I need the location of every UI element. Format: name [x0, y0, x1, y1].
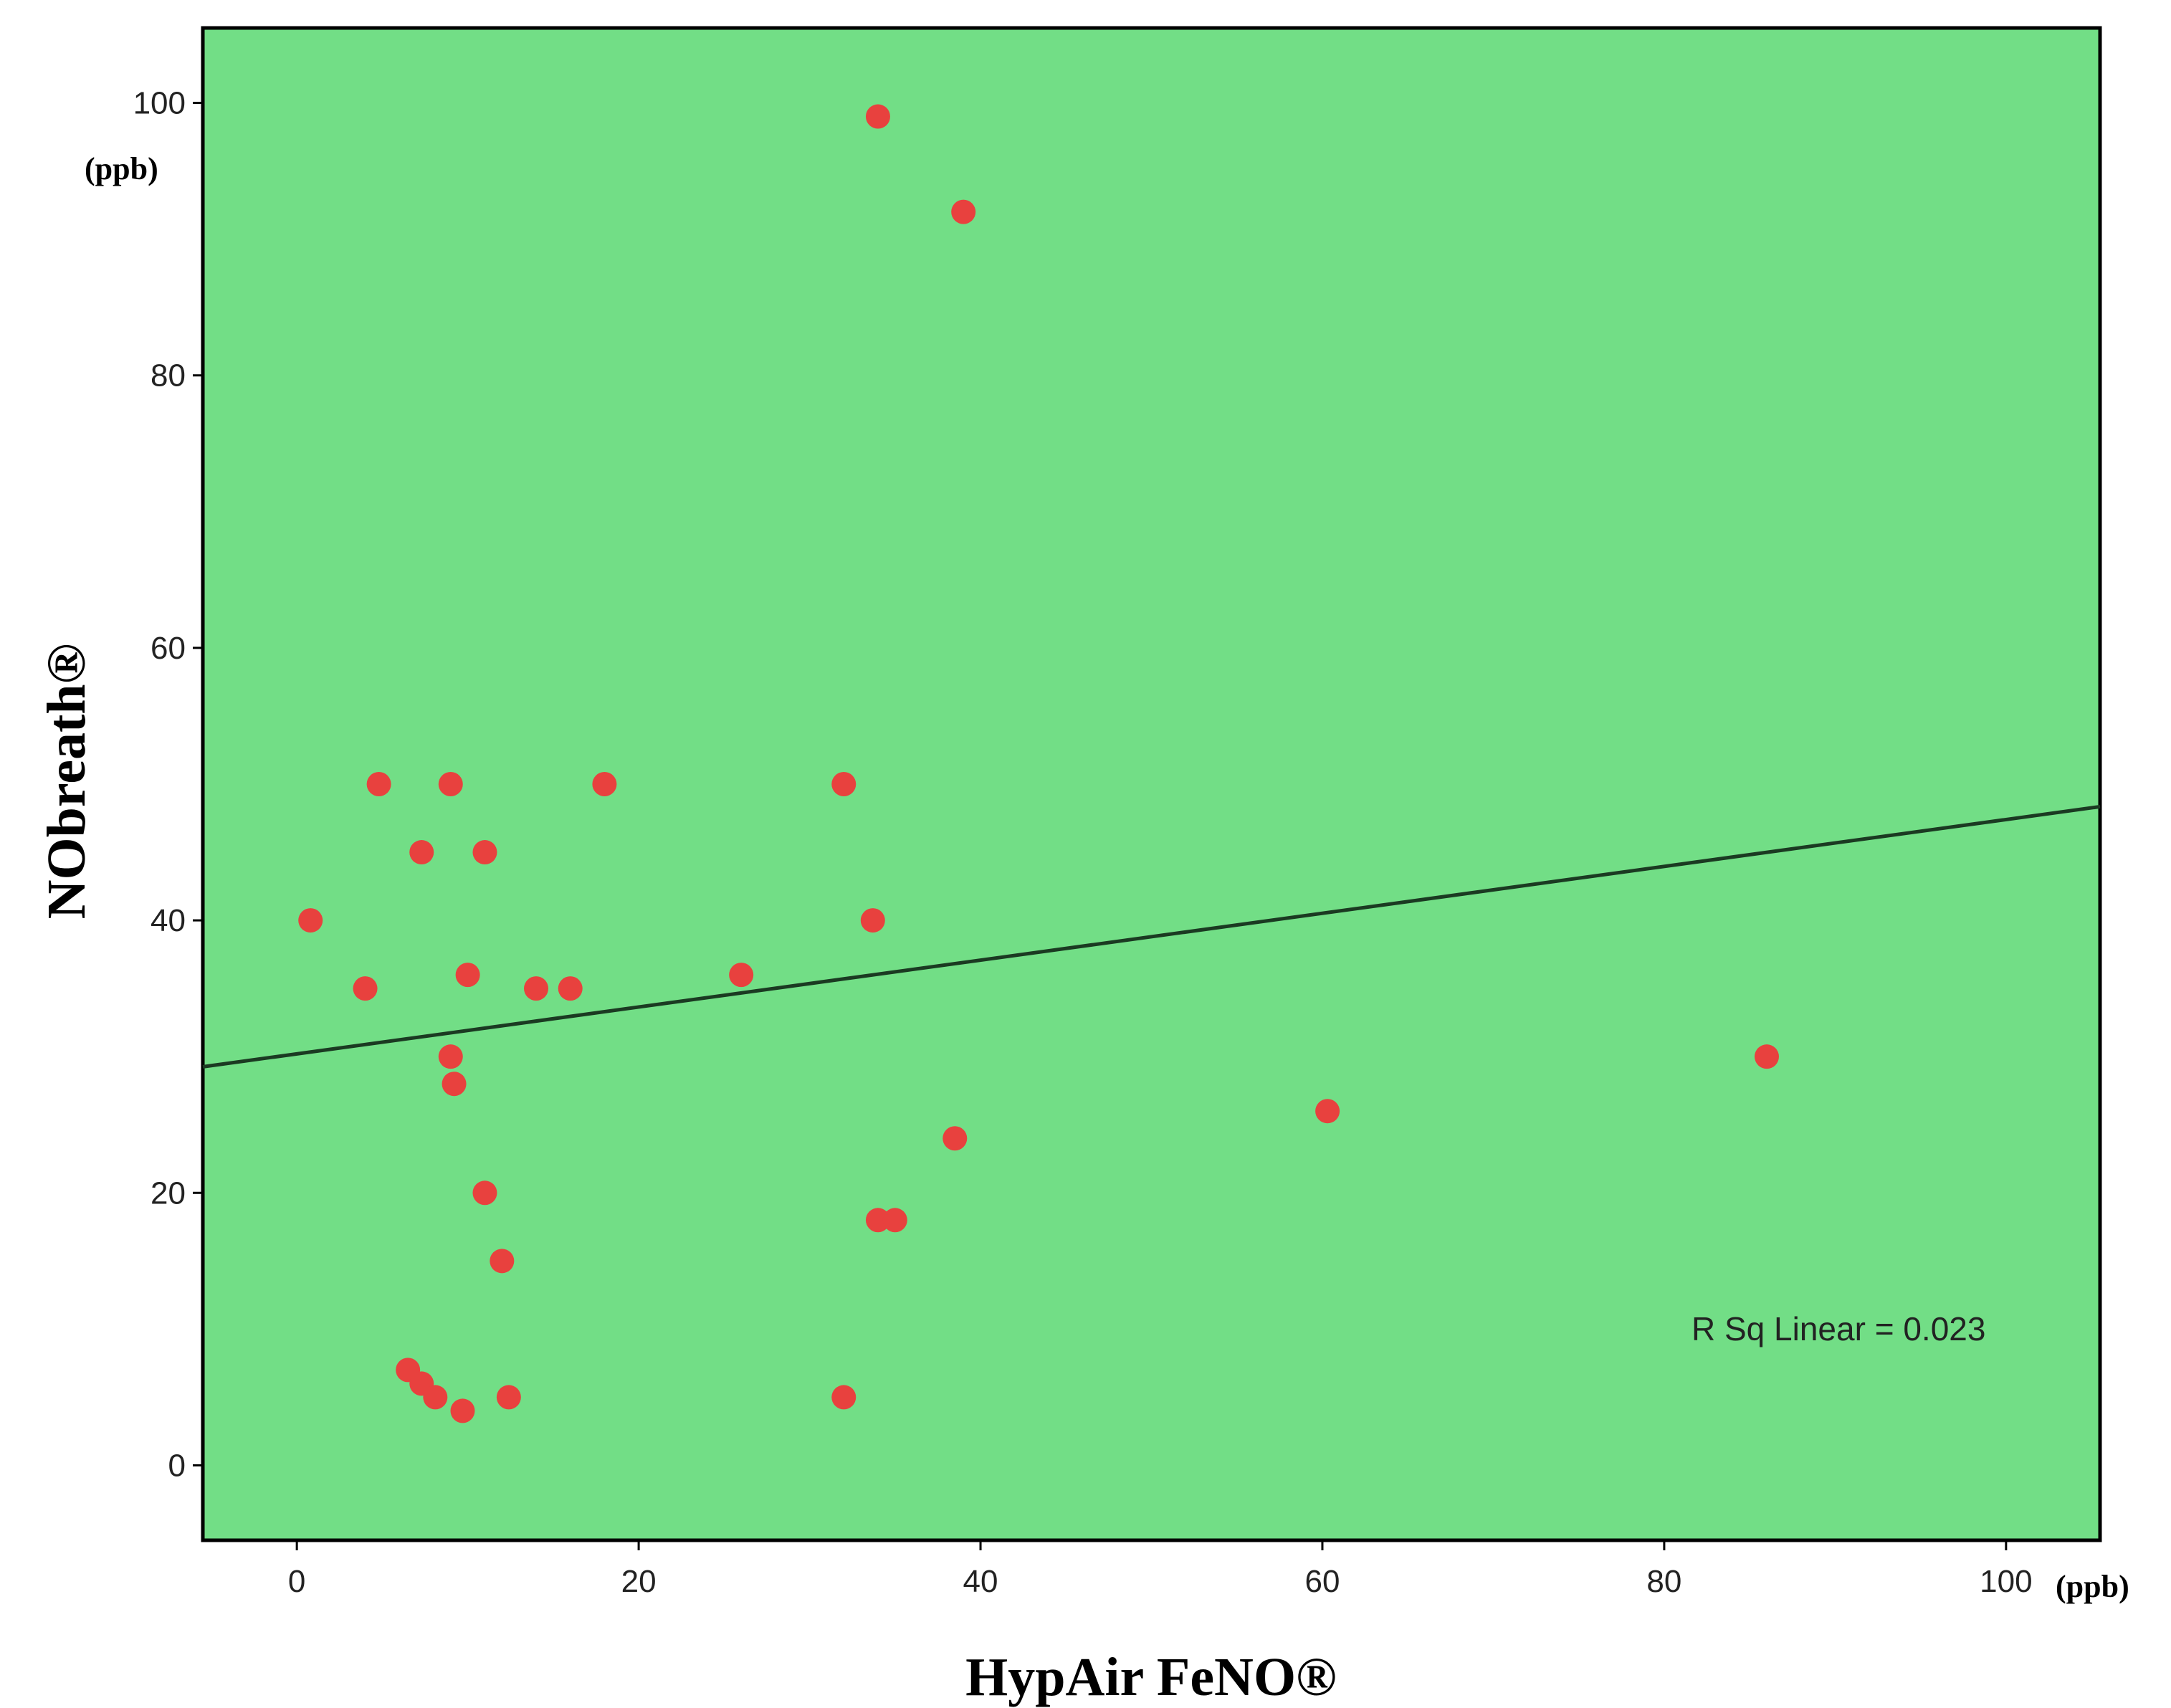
- y-axis: 0 20 40 60 80 100: [133, 86, 203, 1483]
- data-point: [455, 963, 480, 988]
- x-axis-unit: (ppb): [2056, 1569, 2129, 1604]
- x-tick-label: 80: [1646, 1564, 1681, 1599]
- data-point: [438, 772, 463, 796]
- data-point: [298, 908, 323, 933]
- data-point: [943, 1126, 968, 1151]
- y-tick-label: 40: [151, 903, 186, 938]
- data-point: [496, 1385, 521, 1410]
- data-point: [1754, 1044, 1779, 1069]
- data-point: [353, 976, 378, 1001]
- data-point: [860, 908, 885, 933]
- data-point: [592, 772, 617, 796]
- y-axis-unit: (ppb): [85, 151, 158, 186]
- x-tick-label: 20: [621, 1564, 657, 1599]
- data-point: [558, 976, 583, 1001]
- y-tick-label: 60: [151, 631, 186, 666]
- data-point: [490, 1249, 515, 1274]
- data-point: [438, 1044, 463, 1069]
- x-axis-title: HypAir FeNO®: [965, 1647, 1337, 1707]
- x-tick-label: 100: [1980, 1564, 2032, 1599]
- data-point: [882, 1208, 907, 1233]
- y-tick-label: 100: [133, 86, 186, 121]
- data-point: [442, 1072, 467, 1097]
- data-point: [472, 840, 497, 865]
- y-tick-label: 0: [168, 1448, 186, 1483]
- y-axis-title: NObreath®: [37, 644, 97, 920]
- data-point: [831, 1385, 857, 1410]
- data-point: [865, 1208, 890, 1233]
- data-point: [865, 104, 890, 129]
- data-point: [729, 963, 754, 988]
- data-point: [423, 1385, 448, 1410]
- data-point: [524, 976, 549, 1001]
- x-axis: 0 20 40 60 80 100: [288, 1540, 2033, 1599]
- y-tick-label: 20: [151, 1175, 186, 1211]
- x-tick-label: 40: [963, 1564, 998, 1599]
- y-tick-label: 80: [151, 358, 186, 393]
- x-tick-label: 0: [288, 1564, 305, 1599]
- data-point: [951, 199, 976, 224]
- data-point: [1315, 1099, 1340, 1124]
- plot-area: [201, 26, 2102, 1542]
- data-points: [298, 104, 1779, 1423]
- x-tick-label: 60: [1304, 1564, 1340, 1599]
- data-point: [366, 772, 391, 796]
- data-point: [450, 1398, 475, 1423]
- r-squared-annotation: R Sq Linear = 0.023: [1692, 1310, 1985, 1347]
- data-point: [831, 772, 857, 796]
- data-point: [409, 840, 434, 865]
- fit-line: [202, 804, 2101, 1069]
- data-point: [472, 1180, 497, 1206]
